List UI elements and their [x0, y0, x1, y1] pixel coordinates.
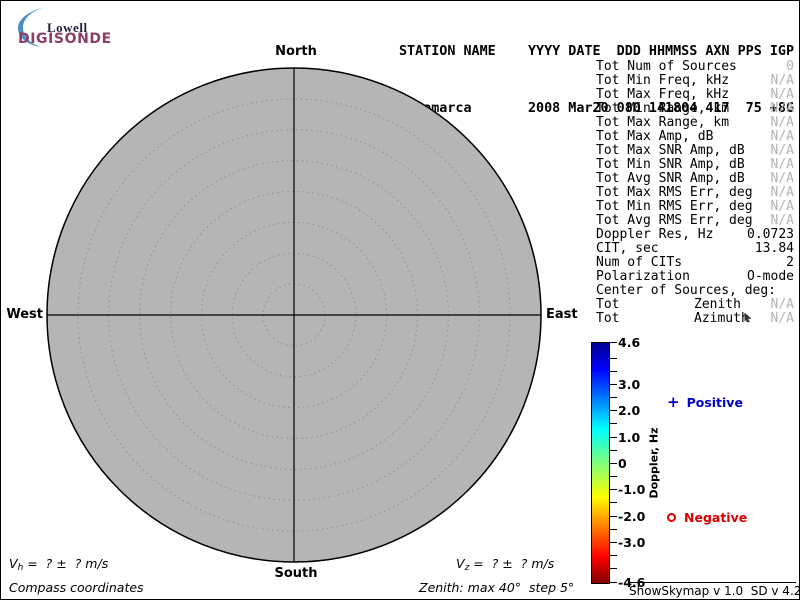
stat-row-center-of-sources: Center of Sources, deg:: [596, 283, 777, 298]
coordinates-note: Compass coordinates: [9, 580, 144, 595]
colorbar-minor-tick: [610, 502, 617, 503]
station-header-columns: STATION NAME YYYY DATE DDD HHMMSS AXN PP…: [399, 44, 795, 59]
colorbar-label: -1.0: [618, 482, 646, 497]
stat-row-doppler-res: Doppler Res, Hz 0.0723: [596, 227, 794, 242]
colorbar-minor-tick: [610, 358, 617, 359]
stat-row-max-rms: Tot Max RMS Err, deg N/A: [596, 185, 794, 200]
colorbar-label: -3.0: [618, 535, 646, 550]
stat-row-max-freq: Tot Max Freq, kHz N/A: [596, 87, 794, 102]
stat-row-min-range: Tot Min Range, km N/A: [596, 101, 794, 116]
statistics-panel: Tot Num of Sources 0 Tot Min Freq, kHz N/A…: [596, 60, 794, 326]
stat-row-avg-rms: Tot Avg RMS Err, deg N/A: [596, 213, 794, 228]
colorbar-tick: [610, 342, 617, 343]
legend-negative: Negative: [667, 509, 748, 525]
stat-row-min-snr: Tot Min SNR Amp, dB N/A: [596, 157, 794, 172]
colorbar-label: 0: [618, 456, 627, 471]
doppler-colorbar: [591, 342, 610, 584]
colorbar-tick: [610, 410, 617, 411]
compass-label-west: West: [6, 307, 43, 322]
horizontal-velocity-readout: Vh = ? ± ? m/s: [9, 556, 109, 573]
zenith-scale-note: Zenith: max 40° step 5°: [419, 580, 575, 595]
colorbar-minor-tick: [610, 423, 617, 424]
lowell-crescent-icon: [18, 7, 45, 47]
vertical-velocity-readout: Vz = ? ± ? m/s: [456, 556, 555, 573]
colorbar-minor-tick: [610, 529, 617, 530]
colorbar-tick: [610, 384, 617, 385]
colorbar-minor-tick: [610, 450, 617, 451]
station-header: STATION NAME YYYY DATE DDD HHMMSS AXN PP…: [399, 4, 794, 156]
stat-row-max-range: Tot Max Range, km N/A: [596, 115, 794, 130]
logo-digisonde-text: DIGISONDE: [18, 31, 112, 47]
stat-row-max-snr: Tot Max SNR Amp, dB N/A: [596, 143, 794, 158]
version-label: ShowSkymap v 1.0 SD v 4.2: [629, 582, 800, 598]
colorbar-minor-tick: [610, 371, 617, 372]
colorbar-tick: [610, 489, 617, 490]
colorbar-axis-title: Doppler, Hz: [647, 427, 661, 499]
compass-label-east: East: [546, 307, 578, 322]
circle-marker-icon: [667, 512, 676, 522]
plus-marker-icon: +: [667, 393, 680, 411]
colorbar-tick: [610, 542, 617, 543]
colorbar-label: 3.0: [618, 377, 641, 392]
stat-row-polarization: Polarization O-mode: [596, 269, 794, 284]
colorbar-tick: [610, 516, 617, 517]
compass-label-north: North: [275, 44, 317, 59]
stat-row-max-amp: Tot Max Amp, dB N/A: [596, 129, 794, 144]
stat-row-min-rms: Tot Min RMS Err, deg N/A: [596, 199, 794, 214]
colorbar-minor-tick: [610, 476, 617, 477]
logo-lowell-text: Lowell: [47, 20, 88, 35]
stat-row-avg-snr: Tot Avg SNR Amp, dB N/A: [596, 171, 794, 186]
cursor-icon: [744, 312, 752, 323]
stat-row-num-sources: Tot Num of Sources 0: [596, 59, 794, 74]
stat-row-min-freq: Tot Min Freq, kHz N/A: [596, 73, 794, 88]
stat-row-tot-zenith: Tot Zenith N/A: [596, 297, 794, 312]
colorbar-label: -2.0: [618, 509, 646, 524]
colorbar-label: 2.0: [618, 403, 641, 418]
colorbar-minor-tick: [610, 397, 617, 398]
legend-positive-label: Positive: [686, 394, 743, 410]
colorbar-minor-tick: [610, 555, 617, 556]
colorbar-label: 4.6: [618, 335, 641, 350]
legend-positive: + Positive: [667, 393, 743, 411]
stat-row-num-cits: Num of CITs 2: [596, 255, 794, 270]
stat-row-cit: CIT, sec 13.84: [596, 241, 794, 256]
legend-negative-label: Negative: [684, 509, 748, 525]
colorbar-tick: [610, 582, 617, 583]
stat-row-tot-azimuth: Tot Azimuth N/A: [596, 311, 794, 326]
colorbar-minor-tick: [610, 568, 617, 569]
colorbar-tick: [610, 437, 617, 438]
colorbar-label: 1.0: [618, 430, 641, 445]
colorbar-tick: [610, 463, 617, 464]
compass-label-south: South: [274, 566, 318, 581]
